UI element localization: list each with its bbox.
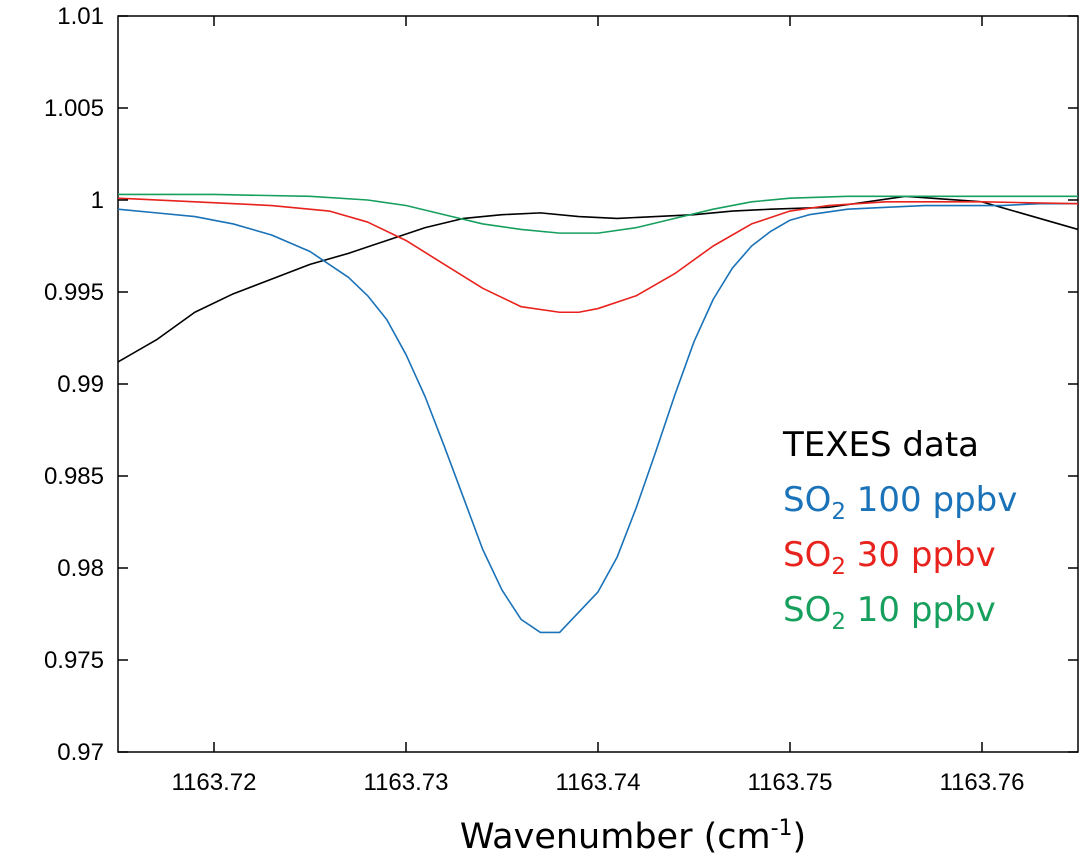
- series-line-so2-30: [117, 197, 1079, 314]
- x-axis-title: Wavenumber (cm-1): [460, 816, 806, 857]
- legend-entry-so2-10: SO2 10 ppbv: [783, 590, 996, 635]
- x-tick-label: 1163.73: [364, 769, 449, 796]
- legend: TEXES data SO2 100 ppbv SO2 30 ppbv SO2 …: [782, 425, 1017, 635]
- legend-entry-texes: TEXES data: [782, 425, 979, 465]
- series-layer: [117, 193, 1079, 634]
- legend-entry-so2-100: SO2 100 ppbv: [783, 480, 1017, 525]
- ticks-layer: 0.97 0.975 0.98 0.985 0.99 0.995 1 1.005 1.01 116…: [44, 3, 1078, 796]
- series-line-texes-data: [117, 195, 1079, 363]
- y-tick-label: 0.98: [57, 555, 104, 582]
- y-tick-label: 0.975: [44, 647, 104, 674]
- y-tick-label: 0.985: [44, 463, 104, 490]
- y-tick-label: 1.005: [44, 95, 104, 122]
- plot-area: [117, 15, 1079, 753]
- x-axis-title-superscript: -1: [771, 816, 793, 841]
- x-tick-label: 1163.74: [556, 769, 641, 796]
- series-line-so2-100: [117, 202, 1078, 634]
- y-tick-label: 0.97: [57, 739, 104, 766]
- y-tick-label: 1: [91, 187, 104, 214]
- y-tick-label: 0.99: [57, 371, 104, 398]
- x-tick-label: 1163.75: [748, 769, 833, 796]
- legend-entry-so2-30: SO2 30 ppbv: [783, 535, 996, 580]
- y-tick-label: 1.01: [57, 3, 104, 30]
- x-tick-label: 1163.76: [940, 769, 1025, 796]
- y-tick-label: 0.995: [44, 279, 104, 306]
- x-tick-label: 1163.72: [172, 769, 257, 796]
- series-line-so2-10: [118, 193, 1078, 234]
